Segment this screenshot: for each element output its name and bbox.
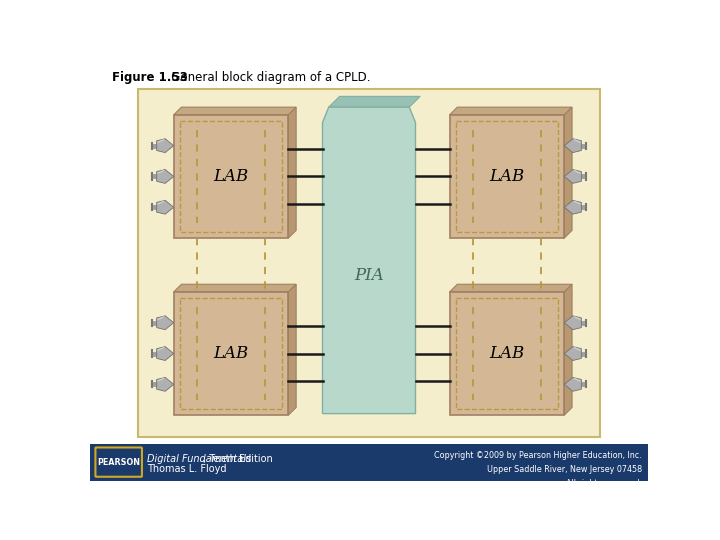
Bar: [449, 292, 564, 415]
Bar: [180, 121, 282, 232]
Polygon shape: [157, 170, 174, 184]
Bar: [90, 444, 648, 481]
Text: General block diagram of a CPLD.: General block diagram of a CPLD.: [160, 71, 370, 84]
Bar: [174, 292, 289, 415]
Polygon shape: [564, 170, 581, 184]
Text: Thomas L. Floyd: Thomas L. Floyd: [148, 464, 227, 475]
Polygon shape: [157, 347, 174, 361]
Text: LAB: LAB: [213, 345, 248, 362]
Text: LAB: LAB: [490, 168, 525, 185]
Text: PIA: PIA: [354, 267, 384, 284]
Text: PEARSON: PEARSON: [97, 457, 140, 467]
Text: , Tenth Edition: , Tenth Edition: [203, 455, 273, 464]
Polygon shape: [329, 96, 420, 107]
Polygon shape: [564, 377, 581, 392]
Polygon shape: [564, 200, 581, 214]
Bar: [180, 298, 282, 409]
Polygon shape: [157, 316, 174, 330]
Polygon shape: [564, 107, 572, 238]
Polygon shape: [157, 200, 174, 214]
Text: LAB: LAB: [490, 345, 525, 362]
Polygon shape: [449, 284, 572, 292]
Bar: [456, 298, 558, 409]
Bar: [449, 115, 564, 238]
FancyBboxPatch shape: [96, 448, 142, 477]
Text: LAB: LAB: [213, 168, 248, 185]
Polygon shape: [449, 107, 572, 115]
Polygon shape: [174, 107, 296, 115]
Polygon shape: [564, 347, 581, 361]
Text: Digital Fundamentals: Digital Fundamentals: [148, 455, 251, 464]
Polygon shape: [289, 284, 296, 415]
Bar: [138, 90, 600, 437]
Text: Copyright ©2009 by Pearson Higher Education, Inc.
Upper Saddle River, New Jersey: Copyright ©2009 by Pearson Higher Educat…: [434, 451, 642, 488]
Polygon shape: [564, 139, 581, 153]
Polygon shape: [289, 107, 296, 238]
Polygon shape: [157, 139, 174, 153]
Polygon shape: [564, 284, 572, 415]
Polygon shape: [564, 316, 581, 330]
Bar: [174, 115, 289, 238]
Polygon shape: [174, 284, 296, 292]
Text: Figure 1.53: Figure 1.53: [112, 71, 187, 84]
Polygon shape: [157, 377, 174, 392]
Polygon shape: [323, 107, 415, 414]
Bar: [456, 121, 558, 232]
